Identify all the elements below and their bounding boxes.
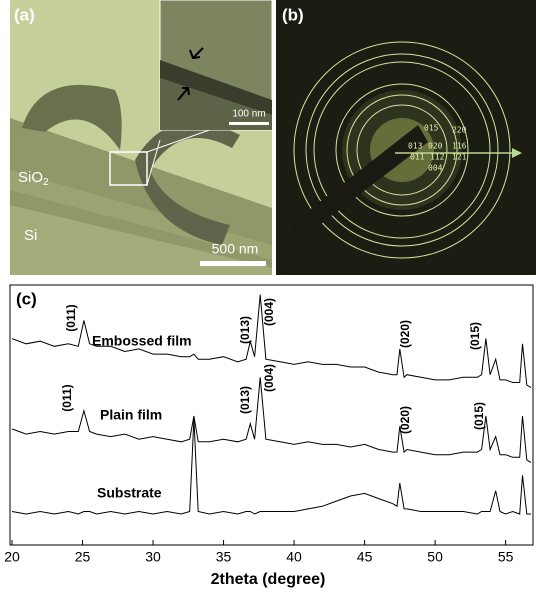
scale-label: 100 nm bbox=[232, 109, 265, 120]
ring-index: 112 bbox=[430, 153, 445, 162]
series-label: Embossed film bbox=[92, 333, 192, 349]
series-label: Plain film bbox=[100, 407, 162, 423]
peak-label: (015) bbox=[472, 402, 486, 430]
peak-label: (011) bbox=[60, 384, 74, 411]
peak-label: (020) bbox=[398, 406, 412, 434]
layer-label: Si bbox=[24, 227, 37, 244]
panel-label: (c) bbox=[16, 289, 37, 308]
x-tick-label: 50 bbox=[427, 549, 443, 565]
panel-label: (a) bbox=[14, 5, 35, 24]
peak-label: (004) bbox=[262, 298, 276, 326]
peak-label: (013) bbox=[238, 386, 252, 414]
peak-label: (020) bbox=[398, 320, 412, 348]
series-label: Substrate bbox=[97, 485, 162, 501]
layer-label: 2 bbox=[43, 177, 49, 188]
x-tick-label: 30 bbox=[145, 549, 161, 565]
x-tick-label: 45 bbox=[357, 549, 373, 565]
figure: 100 nm (a) SiO2 Si 500 nm (b) (c) 2theta… bbox=[0, 0, 536, 595]
panel-b: (b) bbox=[276, 0, 536, 275]
panel-a: 100 nm (a) SiO2 Si 500 nm bbox=[10, 0, 272, 275]
ring-index: 013 bbox=[408, 142, 423, 151]
ring-index: 011 bbox=[410, 153, 425, 162]
scale-bar bbox=[200, 261, 266, 266]
panel-label: (b) bbox=[282, 5, 304, 24]
peak-label: (004) bbox=[262, 364, 276, 392]
x-tick-label: 40 bbox=[286, 549, 302, 565]
peak-label: (015) bbox=[468, 322, 482, 350]
scale-label: 500 nm bbox=[212, 241, 259, 257]
ring-index: 121 bbox=[452, 153, 467, 162]
x-tick-label: 25 bbox=[75, 549, 91, 565]
ring-index: 004 bbox=[428, 164, 443, 173]
x-tick-label: 35 bbox=[216, 549, 232, 565]
scale-bar bbox=[229, 122, 269, 125]
ring-index: 116 bbox=[452, 142, 467, 151]
ring-index: 020 bbox=[428, 142, 443, 151]
x-axis-title: 2theta (degree) bbox=[211, 571, 326, 588]
ring-index: 015 bbox=[424, 124, 439, 133]
x-tick-label: 20 bbox=[4, 549, 20, 565]
layer-label: SiO bbox=[18, 169, 43, 186]
peak-label: (011) bbox=[64, 304, 78, 331]
x-tick-label: 55 bbox=[498, 549, 514, 565]
peak-label: (013) bbox=[238, 316, 252, 344]
ring-index: 220 bbox=[452, 126, 467, 135]
